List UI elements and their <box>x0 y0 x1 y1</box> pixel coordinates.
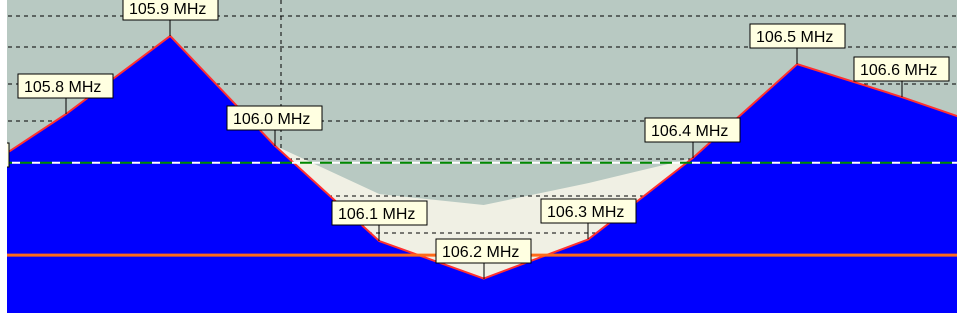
bottom-border <box>0 313 957 320</box>
label-text: 106.4 MHz <box>651 123 728 140</box>
frequency-label: 105.9 MHz <box>122 0 219 36</box>
label-box <box>644 117 741 143</box>
frequency-label: 106.3 MHz <box>540 198 637 239</box>
frequency-label: 106.0 MHz <box>226 105 323 146</box>
frequency-label: 105.8 MHz <box>17 73 114 114</box>
label-text: 105.8 MHz <box>24 79 101 96</box>
frequency-label: 106.4 MHz <box>644 117 741 158</box>
label-box <box>749 23 846 49</box>
left-border <box>0 0 7 320</box>
frequency-label: 106.6 MHz <box>853 56 950 97</box>
label-box <box>226 105 323 131</box>
label-box <box>122 0 219 21</box>
label-text: 105.9 MHz <box>129 1 206 18</box>
label-box <box>435 238 532 264</box>
frequency-label: 106.1 MHz <box>331 200 428 241</box>
label-box <box>17 73 114 99</box>
label-text: 106.2 MHz <box>442 244 519 261</box>
label-box <box>853 56 950 82</box>
signal-area <box>0 35 957 313</box>
label-text: 106.6 MHz <box>860 62 937 79</box>
label-box <box>331 200 428 226</box>
frequency-label: 106.5 MHz <box>749 23 846 64</box>
label-box <box>540 198 637 224</box>
label-text: 106.1 MHz <box>338 206 415 223</box>
frequency-label: 106.2 MHz <box>435 238 532 279</box>
label-text: 106.5 MHz <box>756 29 833 46</box>
label-text: 106.3 MHz <box>547 204 624 221</box>
label-text: 106.0 MHz <box>233 111 310 128</box>
